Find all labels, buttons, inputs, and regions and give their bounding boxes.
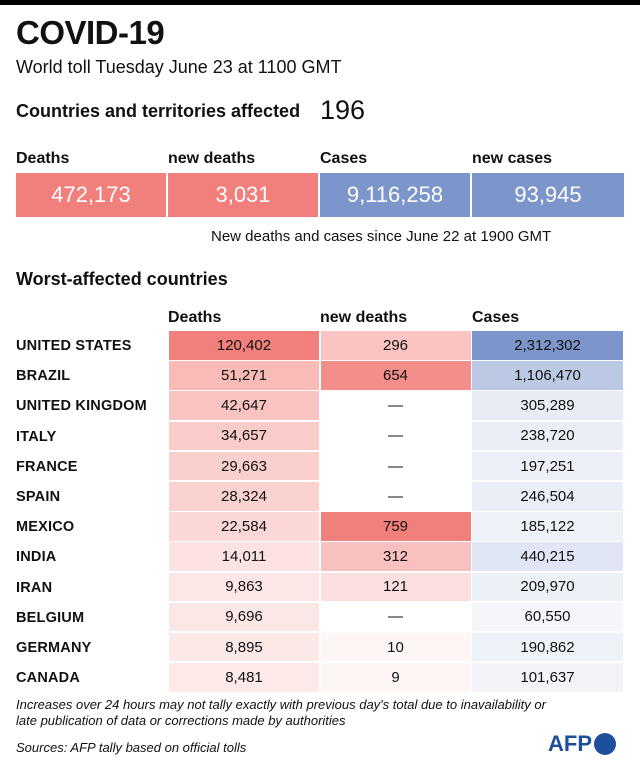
- new-deaths-cell: —: [320, 421, 471, 451]
- top-rule: [0, 0, 640, 5]
- country-name: FRANCE: [16, 458, 78, 475]
- deaths-cell: 9,863: [169, 572, 319, 602]
- afp-logo: AFP: [548, 731, 616, 757]
- table-row: BELGIUM 9,696—60,550: [16, 602, 624, 633]
- page-subtitle: World toll Tuesday June 23 at 1100 GMT: [16, 57, 342, 77]
- deaths-cell: 9,696: [169, 602, 319, 632]
- new-deaths-cell: —: [320, 451, 471, 481]
- country-name: INDIA: [16, 549, 57, 566]
- table-row: IRAN 9,863 121 209,970: [16, 572, 624, 603]
- countries-affected-value: 196: [320, 95, 366, 125]
- country-name: UNITED STATES: [16, 338, 132, 355]
- summary-value-deaths: 472,173: [16, 173, 166, 217]
- deaths-cell: 8,481: [169, 663, 319, 692]
- summary-value-new-cases: 93,945: [472, 173, 624, 217]
- country-name: SPAIN: [16, 489, 61, 506]
- cases-cell: 185,122: [472, 512, 623, 541]
- worst-affected-table: UNITED STATES 120,402 296 2,312,302 BRAZIL 51…: [16, 331, 624, 693]
- summary-label-new-cases: new cases: [472, 150, 553, 167]
- new-deaths-cell: 654: [320, 361, 471, 390]
- sources-note: Sources: AFP tally based on official tol…: [16, 740, 247, 755]
- country-name: CANADA: [16, 670, 81, 687]
- new-deaths-cell: —: [320, 602, 471, 632]
- cases-cell: 246,504: [472, 481, 623, 511]
- summary-value-cases: 9,116,258: [320, 173, 470, 217]
- summary-value-new-deaths: 3,031: [168, 173, 318, 217]
- country-name: IRAN: [16, 579, 53, 596]
- summary-label-cases: Cases: [320, 150, 368, 167]
- cases-cell: 305,289: [472, 391, 623, 420]
- table-row: MEXICO 22,584 759 185,122: [16, 512, 624, 542]
- cases-cell: 197,251: [472, 451, 623, 481]
- table-row: FRANCE 29,663—197,251: [16, 451, 624, 482]
- new-deaths-cell: 312: [320, 542, 471, 571]
- deaths-cell: 14,011: [169, 542, 319, 571]
- footnote: Increases over 24 hours may not tally ex…: [16, 697, 546, 728]
- table-row: BRAZIL 51,271 654 1,106,470: [16, 361, 624, 391]
- afp-logo-dot: [594, 733, 616, 755]
- deaths-cell: 42,647: [169, 391, 319, 420]
- country-name: UNITED KINGDOM: [16, 398, 147, 415]
- new-deaths-cell: —: [320, 391, 471, 420]
- country-name: BRAZIL: [16, 368, 71, 385]
- new-deaths-cell: 10: [320, 632, 471, 662]
- table-row: GERMANY 8,895 10 190,862: [16, 632, 624, 663]
- summary-note: New deaths and cases since June 22 at 19…: [211, 228, 552, 245]
- cases-cell: 209,970: [472, 572, 623, 602]
- table-row: UNITED KINGDOM 42,647—305,289: [16, 391, 624, 421]
- country-name: GERMANY: [16, 639, 92, 656]
- deaths-cell: 22,584: [169, 512, 319, 541]
- table-row: ITALY 34,657—238,720: [16, 421, 624, 452]
- table-row: SPAIN 28,324—246,504: [16, 481, 624, 512]
- table-title: Worst-affected countries: [16, 269, 228, 289]
- new-deaths-cell: 759: [320, 512, 471, 541]
- column-header-cases: Cases: [472, 309, 520, 326]
- afp-logo-text: AFP: [548, 731, 592, 756]
- new-deaths-cell: 296: [320, 331, 471, 360]
- new-deaths-cell: —: [320, 481, 471, 511]
- cases-cell: 238,720: [472, 421, 623, 451]
- table-row: UNITED STATES 120,402 296 2,312,302: [16, 331, 624, 361]
- country-name: MEXICO: [16, 519, 75, 536]
- country-name: BELGIUM: [16, 609, 85, 626]
- summary-label-deaths: Deaths: [16, 150, 70, 167]
- deaths-cell: 8,895: [169, 632, 319, 662]
- deaths-cell: 34,657: [169, 421, 319, 451]
- cases-cell: 2,312,302: [472, 331, 623, 360]
- table-row: CANADA 8,481 9 101,637: [16, 663, 624, 693]
- page-title: COVID-19: [16, 14, 165, 51]
- countries-affected-label: Countries and territories affected: [16, 101, 301, 121]
- deaths-cell: 120,402: [169, 331, 319, 360]
- new-deaths-cell: 121: [320, 572, 471, 602]
- cases-cell: 1,106,470: [472, 361, 623, 390]
- country-name: ITALY: [16, 428, 57, 445]
- new-deaths-cell: 9: [320, 663, 471, 692]
- deaths-cell: 29,663: [169, 451, 319, 481]
- summary-label-new-deaths: new deaths: [168, 150, 256, 167]
- deaths-cell: 51,271: [169, 361, 319, 390]
- cases-cell: 60,550: [472, 602, 623, 632]
- column-header-new-deaths: new deaths: [320, 309, 408, 326]
- table-row: INDIA 14,011 312 440,215: [16, 542, 624, 572]
- deaths-cell: 28,324: [169, 481, 319, 511]
- column-header-deaths: Deaths: [168, 309, 222, 326]
- cases-cell: 101,637: [472, 663, 623, 692]
- cases-cell: 440,215: [472, 542, 623, 571]
- cases-cell: 190,862: [472, 632, 623, 662]
